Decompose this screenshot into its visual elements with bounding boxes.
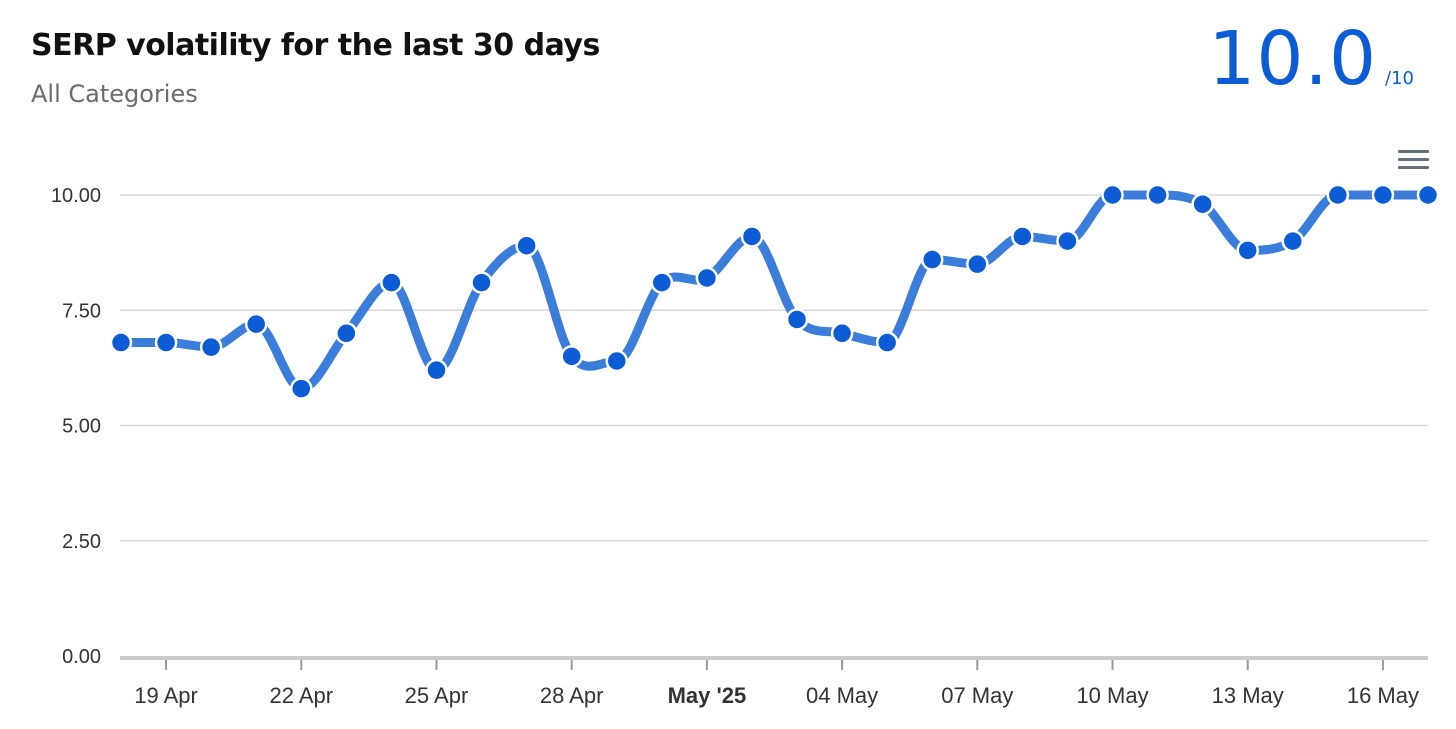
series-volatility bbox=[109, 183, 1440, 400]
data-point bbox=[920, 248, 944, 271]
x-tick-label: 07 May bbox=[941, 683, 1013, 708]
y-tick-label: 2.50 bbox=[62, 531, 101, 553]
data-point bbox=[515, 234, 538, 257]
data-point bbox=[425, 358, 448, 382]
x-tick-label: 16 May bbox=[1347, 683, 1419, 708]
x-tick-label: 22 Apr bbox=[269, 683, 333, 708]
data-point bbox=[785, 308, 809, 331]
x-tick-label: 19 Apr bbox=[134, 683, 198, 708]
y-tick-label: 10.00 bbox=[51, 185, 101, 207]
x-tick-label: 28 Apr bbox=[540, 683, 604, 708]
data-point bbox=[1056, 229, 1079, 253]
data-point bbox=[380, 271, 403, 294]
grid-lines bbox=[120, 194, 1428, 542]
volatility-score: 10.0 /10 bbox=[1208, 22, 1414, 96]
y-tick-label: 7.50 bbox=[62, 300, 101, 322]
data-point bbox=[1326, 183, 1350, 207]
data-point bbox=[1101, 183, 1124, 207]
data-point bbox=[199, 335, 223, 359]
data-point bbox=[1371, 183, 1395, 207]
x-tick-label: 13 May bbox=[1212, 683, 1284, 708]
x-tick-label: 04 May bbox=[806, 683, 878, 708]
data-point bbox=[1281, 229, 1305, 253]
y-tick-label: 5.00 bbox=[62, 416, 101, 438]
data-point bbox=[740, 225, 764, 248]
score-max: /10 bbox=[1385, 68, 1414, 89]
data-point bbox=[1011, 225, 1034, 248]
data-point bbox=[605, 349, 629, 373]
data-point bbox=[830, 322, 854, 345]
data-point bbox=[154, 331, 178, 354]
data-point bbox=[560, 345, 583, 368]
data-point bbox=[966, 252, 989, 276]
x-tick-label: 25 Apr bbox=[405, 683, 469, 708]
x-axis bbox=[120, 656, 1428, 670]
chart-title: SERP volatility for the last 30 days bbox=[31, 28, 600, 63]
x-tick-label: 10 May bbox=[1076, 683, 1148, 708]
data-point bbox=[1236, 239, 1259, 262]
series-line bbox=[116, 190, 1433, 394]
data-point bbox=[1191, 192, 1214, 216]
data-point bbox=[1416, 183, 1440, 207]
score-value: 10.0 bbox=[1208, 16, 1378, 102]
data-point bbox=[1146, 183, 1169, 207]
y-tick-label: 0.00 bbox=[62, 646, 101, 668]
hamburger-menu-icon[interactable] bbox=[1398, 148, 1431, 172]
data-point bbox=[875, 331, 899, 354]
x-tick-label: May '25 bbox=[668, 683, 747, 708]
data-point bbox=[695, 266, 719, 290]
data-point bbox=[109, 331, 133, 354]
data-point bbox=[290, 377, 313, 400]
data-point bbox=[470, 271, 493, 294]
tick-labels: 0.00 2.50 5.00 7.50 10.00 19 Apr 22 Apr 25 Apr 2… bbox=[51, 185, 1419, 708]
data-point bbox=[335, 322, 358, 345]
data-point bbox=[244, 312, 268, 336]
chart-subtitle: All Categories bbox=[31, 80, 198, 108]
data-point bbox=[650, 271, 674, 294]
